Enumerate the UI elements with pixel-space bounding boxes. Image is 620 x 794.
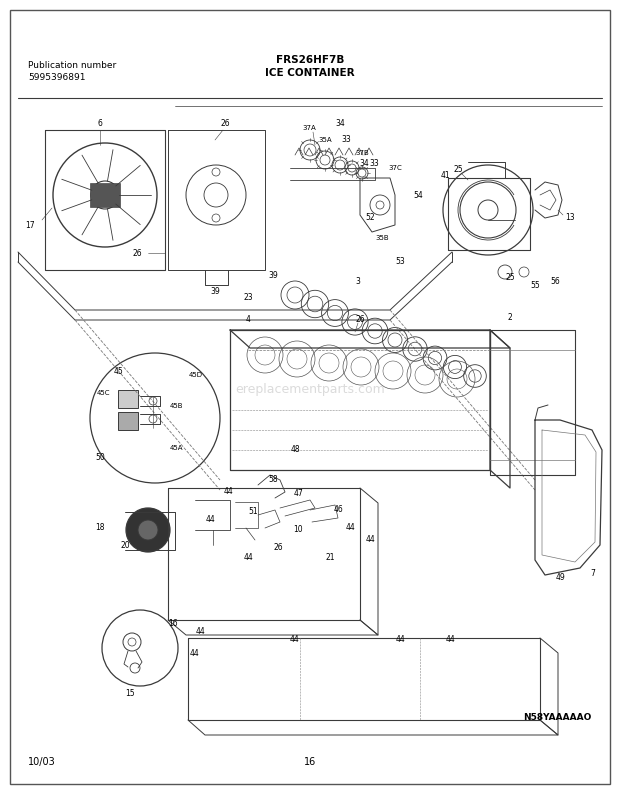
Text: 6: 6	[97, 120, 102, 129]
Text: 16: 16	[304, 757, 316, 767]
Text: 54: 54	[413, 191, 423, 199]
Text: 37A: 37A	[302, 125, 316, 131]
Text: 26: 26	[273, 544, 283, 553]
Text: 26: 26	[220, 120, 230, 129]
Text: 49: 49	[555, 573, 565, 583]
Text: N58YAAAAAO: N58YAAAAAO	[524, 714, 592, 723]
Text: 50: 50	[95, 453, 105, 462]
Text: 39: 39	[268, 271, 278, 279]
Text: 44: 44	[365, 535, 375, 545]
Text: 39: 39	[210, 287, 220, 296]
Bar	[118, 390, 138, 408]
Text: 58: 58	[268, 476, 278, 484]
Polygon shape	[90, 183, 120, 207]
Text: 44: 44	[345, 523, 355, 533]
Text: 15: 15	[125, 689, 135, 699]
Text: 10/03: 10/03	[28, 757, 56, 767]
Text: 10: 10	[293, 526, 303, 534]
Text: 46: 46	[333, 506, 343, 515]
Text: 17: 17	[25, 221, 35, 229]
Text: 25: 25	[505, 273, 515, 283]
Text: 44: 44	[395, 635, 405, 645]
Text: 34: 34	[359, 159, 369, 168]
Text: 34: 34	[335, 120, 345, 129]
Text: 45A: 45A	[169, 445, 183, 451]
Text: 35A: 35A	[318, 137, 332, 143]
Text: 52: 52	[365, 214, 375, 222]
Text: 44: 44	[290, 635, 300, 645]
Text: 45C: 45C	[96, 390, 110, 396]
Text: 44: 44	[190, 649, 200, 658]
Text: 4: 4	[246, 315, 250, 325]
Text: 21: 21	[326, 553, 335, 562]
Text: 3: 3	[355, 277, 360, 287]
Text: 26: 26	[133, 249, 142, 257]
Text: FRS26HF7B: FRS26HF7B	[276, 55, 344, 65]
Text: 45D: 45D	[189, 372, 203, 378]
Text: 18: 18	[95, 523, 105, 533]
Circle shape	[101, 191, 109, 199]
Text: 25: 25	[453, 165, 463, 175]
Text: 53: 53	[395, 257, 405, 267]
Text: 47: 47	[293, 488, 303, 498]
Text: 7: 7	[590, 569, 595, 579]
Text: 45B: 45B	[169, 403, 183, 409]
Text: ICE CONTAINER: ICE CONTAINER	[265, 68, 355, 78]
Circle shape	[126, 508, 170, 552]
Text: 44: 44	[223, 488, 233, 496]
Text: 56: 56	[550, 277, 560, 287]
Text: 37C: 37C	[388, 165, 402, 171]
Text: 55: 55	[530, 280, 540, 290]
Text: 35B: 35B	[375, 235, 389, 241]
Text: 51: 51	[248, 507, 258, 517]
Text: 48: 48	[290, 445, 300, 454]
Text: 44: 44	[195, 627, 205, 637]
Bar	[118, 412, 138, 430]
Text: Publication number: Publication number	[28, 61, 117, 71]
Text: 20: 20	[120, 541, 130, 549]
Text: 44: 44	[243, 553, 253, 562]
Text: 33: 33	[341, 136, 351, 145]
Text: 45: 45	[113, 368, 123, 376]
Text: 37B: 37B	[355, 150, 369, 156]
Text: 23: 23	[243, 292, 253, 302]
Text: 13: 13	[565, 214, 575, 222]
Text: 44: 44	[205, 515, 215, 525]
Text: 26: 26	[355, 315, 365, 325]
Text: 2: 2	[508, 314, 512, 322]
Text: 33: 33	[369, 159, 379, 168]
Text: 5995396891: 5995396891	[28, 72, 86, 82]
Text: 41: 41	[440, 171, 450, 179]
Text: 44: 44	[445, 635, 455, 645]
Circle shape	[138, 520, 158, 540]
Text: 16: 16	[168, 619, 178, 629]
Text: ereplacementparts.com: ereplacementparts.com	[235, 384, 385, 396]
